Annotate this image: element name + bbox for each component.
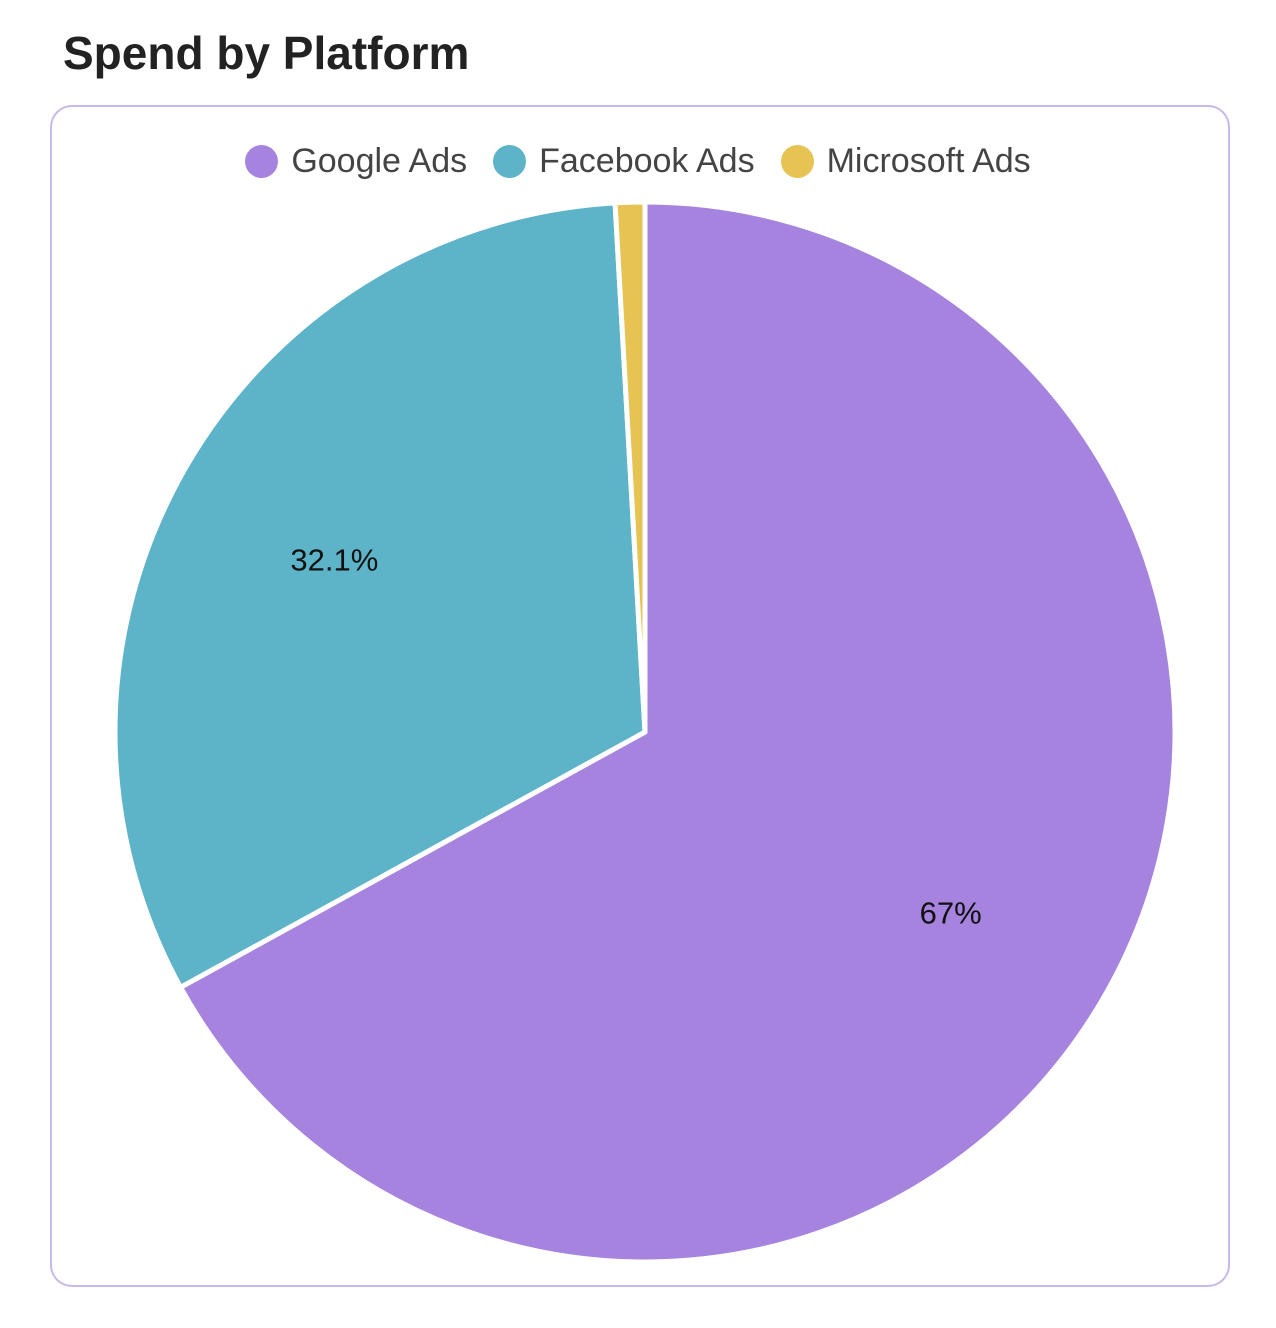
- legend-swatch-microsoft-ads: [780, 144, 814, 178]
- legend-swatch-google-ads: [245, 144, 279, 178]
- data-label-facebook-ads: 32.1%: [290, 542, 378, 577]
- pie-slice-microsoft-ads[interactable]: [612, 199, 648, 735]
- legend-label-microsoft-ads: Microsoft Ads: [826, 141, 1031, 180]
- page-title: Spend by Platform: [63, 27, 470, 79]
- legend-swatch-facebook-ads: [493, 144, 527, 178]
- legend-label-facebook-ads: Facebook Ads: [539, 141, 755, 180]
- chart-legend: Google Ads Facebook Ads Microsoft Ads: [0, 138, 1276, 184]
- legend-item-facebook-ads[interactable]: Facebook Ads: [493, 141, 755, 181]
- data-label-google-ads: 67%: [920, 895, 982, 930]
- legend-item-google-ads[interactable]: Google Ads: [245, 142, 467, 181]
- pie-slice-facebook-ads[interactable]: [112, 200, 648, 990]
- legend-label-google-ads: Google Ads: [291, 141, 468, 180]
- pie-slice-google-ads[interactable]: [178, 199, 1178, 1265]
- legend-item-microsoft-ads[interactable]: Microsoft Ads: [780, 141, 1031, 181]
